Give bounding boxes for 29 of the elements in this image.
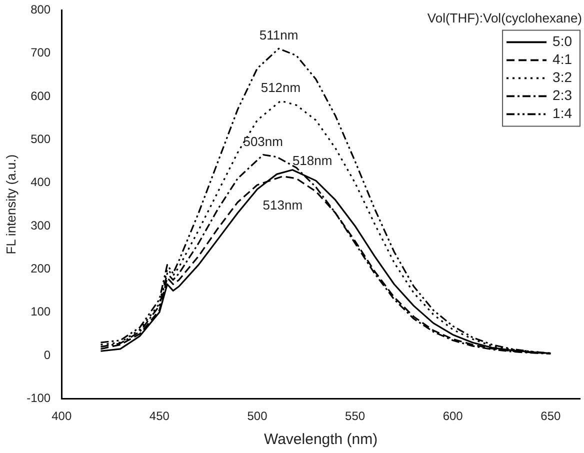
y-tick-label: 400	[30, 175, 51, 190]
y-tick-label: 200	[30, 261, 51, 276]
x-tick-label: 600	[442, 409, 464, 424]
annotation: 511nm	[259, 28, 298, 43]
annotation: 512nm	[260, 80, 301, 95]
legend-label: 2:3	[552, 87, 572, 104]
x-tick-label: 500	[247, 409, 268, 424]
x-tick-label: 550	[345, 409, 366, 424]
y-tick-label: 800	[30, 2, 51, 17]
y-axis-title: FL intensity (a.u.)	[3, 154, 18, 254]
legend-label: 3:2	[552, 69, 572, 86]
x-tick-label: 400	[52, 409, 72, 424]
y-tick-label: 0	[44, 348, 51, 362]
legend-title: Vol(THF):Vol(cyclohexane)	[427, 10, 582, 26]
y-tick-label: 100	[30, 304, 51, 319]
y-tick-label: 500	[30, 132, 51, 146]
annotation: 503nm	[243, 134, 283, 149]
y-tick-label: 600	[30, 88, 51, 103]
annotation: 513nm	[262, 197, 303, 212]
y-tick-label: -100	[26, 390, 51, 405]
legend-label: 1:4	[552, 105, 572, 122]
x-tick-label: 450	[149, 409, 170, 424]
y-tick-label: 700	[30, 46, 51, 60]
legend-label: 4:1	[552, 51, 572, 68]
annotation: 518nm	[292, 152, 332, 168]
legend-label: 5:0	[552, 33, 572, 50]
x-tick-label: 650	[540, 409, 561, 424]
x-axis-title: Wavelength (nm)	[264, 431, 378, 448]
y-tick-label: 300	[30, 218, 51, 232]
